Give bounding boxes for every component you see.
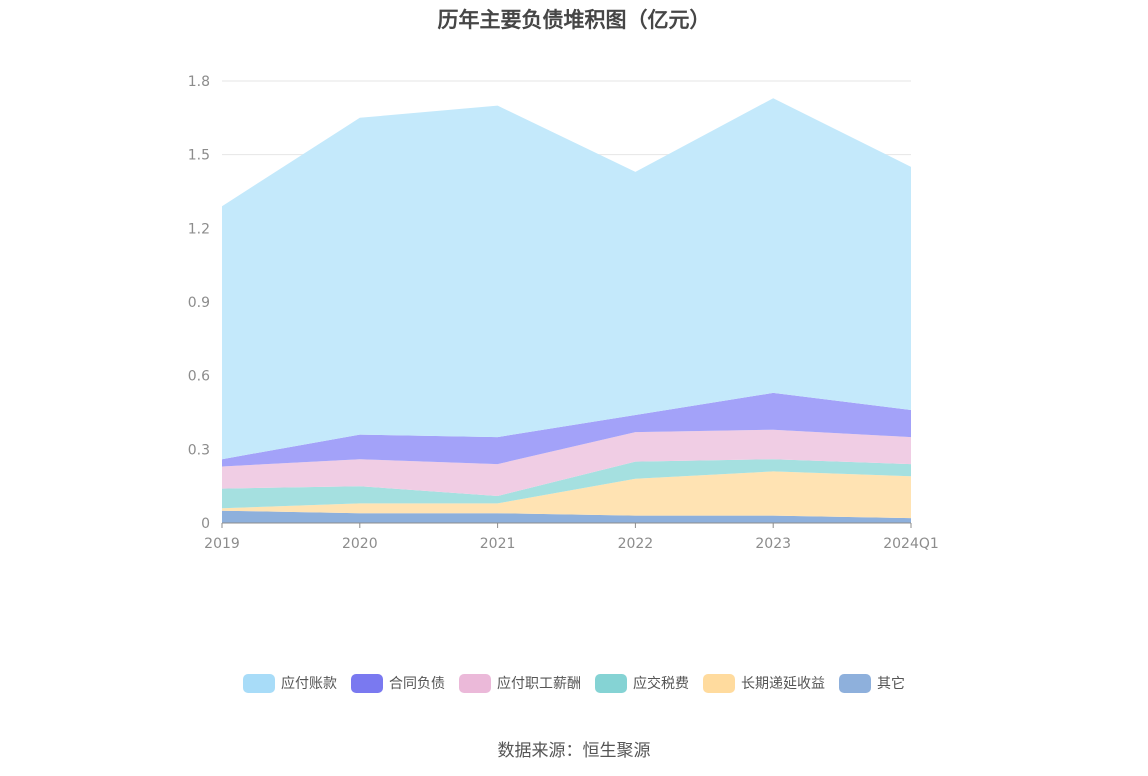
x-tick-label: 2020 xyxy=(342,536,378,552)
source-note: 数据来源：恒生聚源 xyxy=(497,741,651,761)
legend-label: 合同负债 xyxy=(389,676,445,692)
legend-item-3[interactable]: 应交税费 xyxy=(595,673,689,693)
stacked-area-chart: 0 0.3 0.6 0.9 1.2 1.5 1.8 2019 2020 2021 2022 2023 2… xyxy=(188,74,939,552)
legend-label: 应交税费 xyxy=(633,676,689,692)
area-series-3 xyxy=(222,429,911,496)
legend-item-2[interactable]: 应付职工薪酬 xyxy=(459,673,581,693)
legend-item-4[interactable]: 长期递延收益 xyxy=(703,673,825,693)
legend-label: 长期递延收益 xyxy=(741,676,825,692)
legend-item-0[interactable]: 应付账款 xyxy=(243,673,337,693)
legend-swatch xyxy=(595,673,627,693)
legend: 应付账款 合同负债 应付职工薪酬 应交税费 长期递延收益 其它 xyxy=(0,673,1148,693)
legend-item-1[interactable]: 合同负债 xyxy=(351,673,445,693)
legend-label: 应付账款 xyxy=(281,676,337,692)
area-series-4 xyxy=(222,392,911,467)
legend-swatch xyxy=(243,673,275,693)
x-tick-label: 2022 xyxy=(618,536,654,552)
x-tick-label: 2019 xyxy=(204,536,240,552)
chart-title: 历年主要负债堆积图（亿元） xyxy=(437,8,711,32)
x-tick-label: 2024Q1 xyxy=(883,536,939,552)
area-series-1 xyxy=(222,471,911,519)
legend-swatch xyxy=(839,673,871,693)
area-series-5 xyxy=(222,98,911,460)
y-tick-label: 1.2 xyxy=(188,221,210,237)
legend-swatch xyxy=(459,673,491,693)
area-series-0 xyxy=(222,510,911,523)
area-layer xyxy=(222,98,911,523)
y-tick-label: 1.8 xyxy=(188,74,210,90)
legend-swatch xyxy=(351,673,383,693)
y-tick-label: 0.3 xyxy=(188,442,210,458)
y-tick-label: 1.5 xyxy=(188,148,210,164)
legend-label: 其它 xyxy=(877,676,905,692)
y-tick-label: 0.9 xyxy=(188,295,210,311)
legend-swatch xyxy=(703,673,735,693)
x-tick-label: 2021 xyxy=(480,536,516,552)
axis-layer: 0 0.3 0.6 0.9 1.2 1.5 1.8 2019 2020 2021 2022 2023 2… xyxy=(188,74,939,552)
legend-item-5[interactable]: 其它 xyxy=(839,673,905,693)
y-tick-label: 0.6 xyxy=(188,369,210,385)
x-tick-label: 2023 xyxy=(755,536,791,552)
area-series-2 xyxy=(222,459,911,509)
y-tick-label: 0 xyxy=(201,516,210,532)
legend-label: 应付职工薪酬 xyxy=(497,676,581,692)
